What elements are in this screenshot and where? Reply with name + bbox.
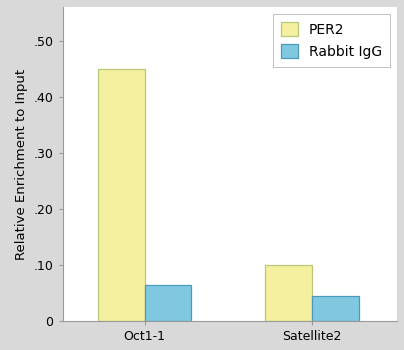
Bar bbox=[265, 265, 312, 321]
Bar bbox=[312, 296, 359, 321]
Bar bbox=[98, 69, 145, 321]
Y-axis label: Relative Enrichment to Input: Relative Enrichment to Input bbox=[15, 68, 28, 260]
Bar bbox=[145, 285, 191, 321]
Legend: PER2, Rabbit IgG: PER2, Rabbit IgG bbox=[273, 14, 390, 67]
